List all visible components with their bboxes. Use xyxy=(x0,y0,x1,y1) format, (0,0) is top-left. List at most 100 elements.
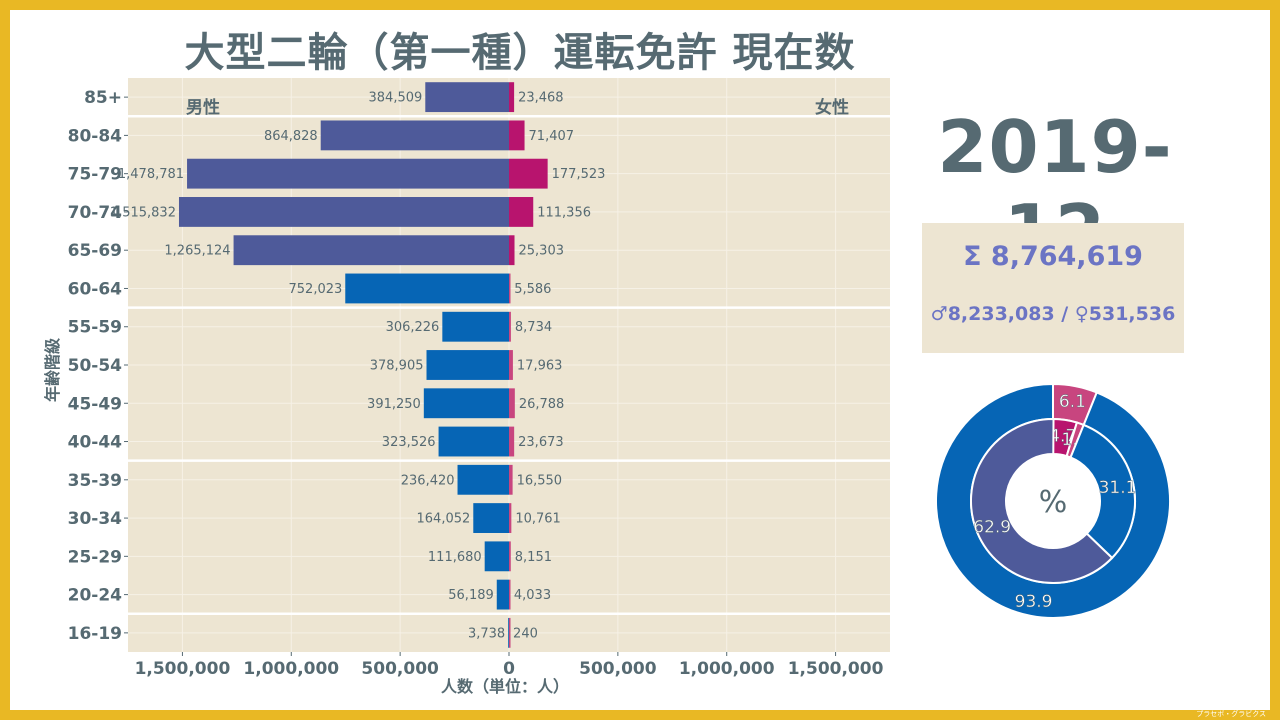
male-value-label: 1,515,832 xyxy=(110,205,176,220)
male-value-label: 384,509 xyxy=(369,91,423,106)
female-bar-16-19 xyxy=(509,617,511,648)
male-bar-20-24 xyxy=(496,579,509,610)
female-bar-70-74 xyxy=(509,197,534,227)
y-tick-label: 70-74 xyxy=(68,203,123,223)
male-bar-30-34 xyxy=(473,503,509,533)
y-axis-title: 年齢階級 xyxy=(43,338,62,402)
y-tick-label: 65-69 xyxy=(68,241,122,261)
watermark: プラセボ・グラビクス xyxy=(1196,710,1266,718)
female-value-label: 16,550 xyxy=(517,473,563,488)
chart-frame: 大型二輪（第一種）運転免許 現在数 384,509 23,468 85+ 864,82… xyxy=(10,10,1270,718)
female-value-label: 4,033 xyxy=(514,588,551,603)
male-value-label: 1,478,781 xyxy=(118,167,184,182)
y-tick-label: 35-39 xyxy=(68,471,122,491)
female-bar-85+ xyxy=(509,82,515,113)
x-axis-title: 人数（単位：人） xyxy=(441,677,569,696)
y-tick-label: 40-44 xyxy=(68,433,123,453)
male-bar-45-49 xyxy=(423,388,509,419)
male-bar-25-29 xyxy=(484,541,509,572)
female-bar-55-59 xyxy=(509,311,511,342)
female-value-label: 17,963 xyxy=(517,359,563,374)
female-value-label: 111,356 xyxy=(537,205,591,220)
population-pyramid-svg: 384,509 23,468 85+ 864,828 71,407 80-84 1,478,… xyxy=(43,78,1171,696)
male-bar-65-69 xyxy=(233,235,509,266)
male-female-totals: ♂8,233,083 / ♀531,536 xyxy=(930,303,1176,325)
female-value-label: 8,151 xyxy=(515,550,552,565)
inner_ring-slice-label: 4.7 xyxy=(1049,427,1076,447)
y-tick-label: 60-64 xyxy=(68,279,123,299)
x-tick-label: 1,000,000 xyxy=(679,659,775,679)
male-bar-85+ xyxy=(425,82,509,113)
y-tick-label: 45-49 xyxy=(68,394,122,414)
male-value-label: 164,052 xyxy=(417,512,471,527)
female-bar-75-79 xyxy=(509,158,548,189)
donut-hole xyxy=(1006,454,1100,548)
male-value-label: 864,828 xyxy=(264,129,318,144)
female-panel-label: 女性 xyxy=(815,97,849,118)
male-value-label: 391,250 xyxy=(367,397,421,412)
female-bar-65-69 xyxy=(509,235,515,266)
inner_ring-slice-label: 31.1 xyxy=(1099,478,1137,498)
female-bar-60-64 xyxy=(509,273,511,304)
male-bar-35-39 xyxy=(457,464,509,495)
total-label: Σ 8,764,619 xyxy=(963,241,1143,272)
chart-title: 大型二輪（第一種）運転免許 現在数 xyxy=(184,30,856,76)
female-value-label: 71,407 xyxy=(529,129,575,144)
y-tick-label: 25-29 xyxy=(68,547,122,567)
x-tick-label: 1,000,000 xyxy=(243,659,339,679)
male-bar-50-54 xyxy=(426,350,509,380)
x-tick-label: 1,500,000 xyxy=(788,659,884,679)
y-tick-label: 20-24 xyxy=(68,586,123,606)
female-value-label: 23,673 xyxy=(518,435,564,450)
female-value-label: 25,303 xyxy=(519,244,565,259)
y-tick-label: 16-19 xyxy=(68,624,122,644)
male-bar-55-59 xyxy=(442,311,509,342)
x-tick-label: 0 xyxy=(503,659,515,679)
total-box: Σ 8,764,619 ♂8,233,083 / ♀531,536 xyxy=(922,223,1184,353)
female-value-label: 26,788 xyxy=(519,397,565,412)
x-tick-label: 500,000 xyxy=(361,659,439,679)
male-bar-16-19 xyxy=(508,617,509,648)
inner_ring-slice-label: 62.9 xyxy=(973,518,1011,538)
donut-center-label: % xyxy=(1039,485,1068,520)
female-value-label: 23,468 xyxy=(518,91,564,106)
y-tick-label: 80-84 xyxy=(68,126,123,146)
outer_ring-slice-label: 6.1 xyxy=(1059,392,1086,412)
male-value-label: 56,189 xyxy=(448,588,494,603)
male-value-label: 236,420 xyxy=(401,473,455,488)
y-tick-label: 55-59 xyxy=(68,318,122,338)
male-value-label: 306,226 xyxy=(386,320,440,335)
female-bar-50-54 xyxy=(509,350,513,380)
female-bar-35-39 xyxy=(509,464,513,495)
female-bar-40-44 xyxy=(509,426,515,457)
female-value-label: 10,761 xyxy=(515,512,561,527)
female-value-label: 8,734 xyxy=(515,320,552,335)
y-tick-label: 85+ xyxy=(84,88,122,108)
male-value-label: 3,738 xyxy=(468,626,505,641)
male-bar-40-44 xyxy=(438,426,509,457)
male-bar-70-74 xyxy=(178,197,509,227)
male-bar-75-79 xyxy=(187,158,509,189)
female-bar-20-24 xyxy=(509,579,511,610)
x-tick-label: 500,000 xyxy=(579,659,657,679)
female-value-label: 177,523 xyxy=(552,167,606,182)
male-value-label: 1,265,124 xyxy=(164,244,230,259)
male-value-label: 752,023 xyxy=(289,282,343,297)
female-value-label: 240 xyxy=(513,626,538,641)
x-tick-label: 1,500,000 xyxy=(135,659,231,679)
female-bar-25-29 xyxy=(509,541,511,572)
male-value-label: 111,680 xyxy=(428,550,482,565)
male-value-label: 378,905 xyxy=(370,359,424,374)
outer_ring-slice-label: 93.9 xyxy=(1015,592,1053,612)
y-tick-label: 50-54 xyxy=(68,356,123,376)
male-panel-label: 男性 xyxy=(186,97,220,118)
female-bar-80-84 xyxy=(509,120,525,151)
male-bar-60-64 xyxy=(345,273,509,304)
y-tick-label: 30-34 xyxy=(68,509,123,529)
female-bar-30-34 xyxy=(509,503,512,533)
female-value-label: 5,586 xyxy=(514,282,551,297)
y-tick-label: 75-79 xyxy=(68,165,122,185)
male-value-label: 323,526 xyxy=(382,435,436,450)
male-bar-80-84 xyxy=(320,120,509,151)
female-bar-45-49 xyxy=(509,388,515,419)
